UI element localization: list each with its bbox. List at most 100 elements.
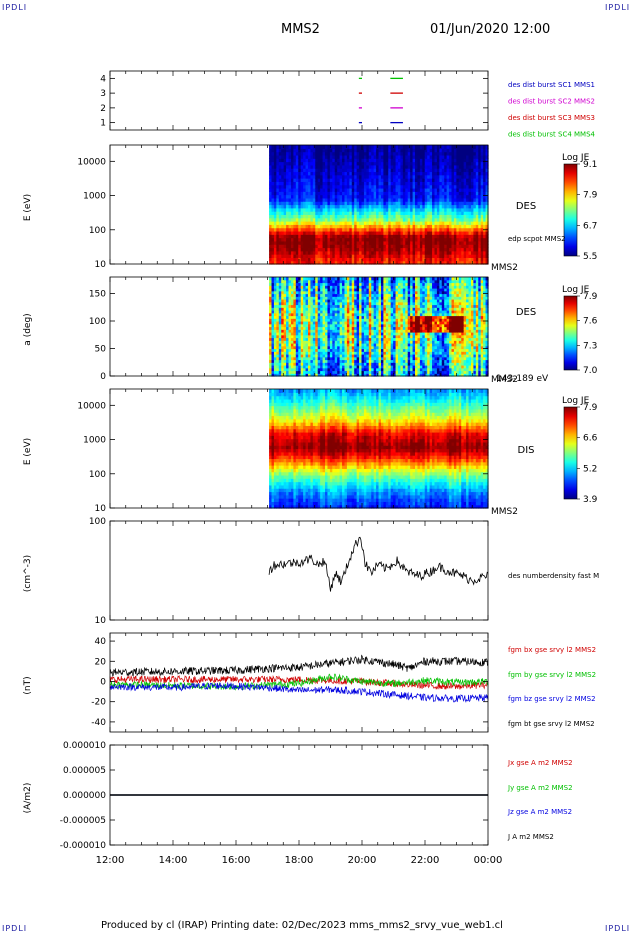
heatmap-cell bbox=[349, 221, 353, 225]
heatmap-cell bbox=[351, 323, 355, 328]
heatmap-cell bbox=[441, 154, 445, 159]
heatmap-cell bbox=[385, 154, 389, 159]
heatmap-cell bbox=[288, 321, 292, 325]
heatmap-cell bbox=[346, 254, 350, 258]
heatmap-cell bbox=[368, 315, 372, 319]
heatmap-cell bbox=[317, 343, 321, 347]
heatmap-cell bbox=[373, 211, 377, 216]
heatmap-cell bbox=[368, 187, 372, 192]
heatmap-cell bbox=[298, 285, 302, 289]
heatmap-cell bbox=[308, 168, 312, 173]
heatmap-cell bbox=[434, 234, 438, 239]
heatmap-cell bbox=[380, 145, 384, 149]
heatmap-cell bbox=[317, 168, 321, 173]
heatmap-cell bbox=[278, 171, 282, 176]
heatmap-cell bbox=[269, 290, 273, 295]
heatmap-cell bbox=[383, 227, 387, 232]
heatmap-cell bbox=[312, 260, 316, 265]
heatmap-cell bbox=[388, 237, 392, 242]
heatmap-cell bbox=[269, 214, 273, 219]
heatmap-cell bbox=[288, 197, 292, 202]
heatmap-cell bbox=[402, 168, 406, 173]
heatmap-cell bbox=[407, 250, 411, 255]
heatmap-cell bbox=[390, 194, 394, 199]
heatmap-cell bbox=[322, 217, 326, 222]
heatmap-cell bbox=[273, 362, 277, 366]
heatmap-cell bbox=[308, 365, 312, 369]
heatmap-cell bbox=[410, 214, 414, 219]
heatmap-cell bbox=[342, 237, 346, 242]
heatmap-cell bbox=[351, 340, 355, 344]
heatmap-cell bbox=[390, 204, 394, 209]
heatmap-cell bbox=[361, 217, 365, 222]
heatmap-cell bbox=[273, 348, 277, 352]
heatmap-cell bbox=[317, 329, 321, 333]
heatmap-cell bbox=[371, 337, 375, 341]
heatmap-cell bbox=[329, 296, 333, 300]
heatmap-cell bbox=[269, 301, 273, 306]
heatmap-cell bbox=[415, 158, 419, 163]
heatmap-cell bbox=[390, 234, 394, 239]
heatmap-cell bbox=[317, 234, 321, 239]
heatmap-cell bbox=[485, 247, 489, 252]
heatmap-cell bbox=[453, 194, 457, 199]
heatmap-cell bbox=[337, 332, 341, 336]
heatmap-cell bbox=[293, 145, 297, 149]
heatmap-cell bbox=[325, 164, 329, 169]
heatmap-cell bbox=[317, 277, 321, 281]
heatmap-cell bbox=[332, 211, 336, 216]
heatmap-cell bbox=[283, 178, 287, 182]
heatmap-cell bbox=[344, 244, 348, 249]
heatmap-cell bbox=[273, 151, 277, 156]
heatmap-cell bbox=[366, 282, 370, 286]
heatmap-cell bbox=[371, 214, 375, 219]
heatmap-cell bbox=[361, 171, 365, 176]
heatmap-cell bbox=[463, 145, 467, 149]
heatmap-cell bbox=[361, 367, 365, 372]
heatmap-cell bbox=[368, 217, 372, 222]
heatmap-cell bbox=[366, 178, 370, 182]
heatmap-cell bbox=[463, 230, 467, 235]
heatmap-cell bbox=[339, 323, 343, 328]
heatmap-cell bbox=[278, 234, 282, 239]
heatmap-cell bbox=[456, 211, 460, 216]
heatmap-cell bbox=[458, 227, 462, 232]
heatmap-cell bbox=[385, 145, 389, 149]
heatmap-cell bbox=[303, 315, 307, 319]
heatmap-cell bbox=[361, 359, 365, 363]
heatmap-cell bbox=[349, 315, 353, 319]
heatmap-cell bbox=[325, 373, 329, 377]
heatmap-cell bbox=[419, 217, 423, 222]
heatmap-cell bbox=[283, 230, 287, 235]
heatmap-cell bbox=[422, 154, 426, 159]
heatmap-cell bbox=[451, 158, 455, 163]
heatmap-cell bbox=[276, 237, 280, 242]
heatmap-cell bbox=[278, 187, 282, 192]
heatmap-cell bbox=[371, 365, 375, 369]
heatmap-cell bbox=[278, 332, 282, 336]
heatmap-cell bbox=[278, 340, 282, 344]
heatmap-cell bbox=[310, 168, 314, 173]
heatmap-cell bbox=[303, 334, 307, 339]
heatmap-cell bbox=[342, 230, 346, 235]
heatmap-cell bbox=[339, 293, 343, 297]
heatmap-cell bbox=[359, 370, 363, 374]
heatmap-cell bbox=[434, 257, 438, 262]
heatmap-cell bbox=[308, 197, 312, 202]
heatmap-cell bbox=[286, 260, 290, 265]
heatmap-cell bbox=[463, 214, 467, 219]
heatmap-cell bbox=[327, 254, 331, 258]
heatmap-cell bbox=[315, 351, 319, 355]
heatmap-cell bbox=[329, 359, 333, 363]
heatmap-cell bbox=[308, 321, 312, 325]
heatmap-cell bbox=[327, 244, 331, 249]
heatmap-cell bbox=[483, 197, 487, 202]
heatmap-cell bbox=[480, 164, 484, 169]
heatmap-cell bbox=[329, 240, 333, 245]
heatmap-cell bbox=[351, 318, 355, 322]
heatmap-cell bbox=[329, 370, 333, 374]
heatmap-cell bbox=[344, 354, 348, 358]
heatmap-cell bbox=[303, 318, 307, 322]
heatmap-cell bbox=[308, 257, 312, 262]
heatmap-cell bbox=[273, 293, 277, 297]
